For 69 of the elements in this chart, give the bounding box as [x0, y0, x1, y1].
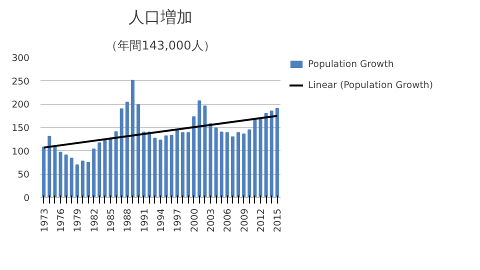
bar [53, 146, 57, 198]
y-tick-label: 100 [12, 146, 30, 158]
x-tick-label: 2000 [189, 208, 200, 232]
bar [203, 106, 207, 198]
legend-label: Linear (Population Growth) [308, 80, 433, 91]
x-tick-label: 2012 [256, 208, 267, 232]
bar [264, 113, 268, 198]
x-tick-label: 1985 [106, 208, 117, 232]
x-tick-label: 1991 [139, 208, 150, 232]
bar [130, 80, 134, 198]
x-tick-label: 1973 [39, 208, 50, 232]
bar [42, 146, 46, 198]
bar [192, 116, 196, 198]
bar [114, 131, 118, 198]
bar [225, 132, 229, 198]
x-tick-label: 2015 [272, 208, 284, 232]
bar [258, 118, 262, 198]
x-tick-label: 1988 [122, 208, 134, 232]
bar [242, 134, 246, 198]
bar [180, 132, 184, 198]
bar [275, 108, 279, 198]
bar [98, 142, 102, 198]
chart-subtitle: （年間143,000人） [106, 38, 216, 52]
x-tick-label: 1982 [89, 208, 100, 232]
chart-title: 人口増加 [128, 8, 192, 26]
legend-label: Population Growth [308, 58, 394, 70]
bar [70, 158, 74, 198]
y-tick-label: 250 [12, 76, 30, 88]
bar [64, 154, 68, 198]
bar [86, 162, 90, 198]
bar [220, 132, 224, 198]
bar [153, 138, 157, 198]
y-tick-label: 300 [12, 53, 30, 64]
bar [108, 138, 112, 198]
bar [236, 132, 240, 198]
bar [175, 130, 179, 198]
bar [214, 127, 218, 198]
bar [75, 164, 79, 198]
bar [120, 108, 124, 198]
bar [198, 100, 202, 198]
bar [148, 132, 152, 198]
x-tick-label: 1997 [172, 208, 184, 232]
x-tick-label: 2003 [206, 208, 217, 232]
bar [270, 110, 274, 198]
bar [142, 132, 146, 198]
bar [48, 136, 52, 198]
y-tick-label: 0 [24, 193, 30, 204]
bar [136, 104, 140, 198]
y-tick-label: 150 [12, 123, 30, 134]
bar [230, 136, 234, 198]
y-tick-label: 50 [18, 170, 30, 181]
bar [92, 148, 96, 198]
y-tick-label: 200 [12, 100, 30, 111]
bar [208, 123, 212, 198]
x-tick-label: 1976 [56, 208, 67, 232]
bar [253, 118, 257, 198]
bar [125, 102, 129, 198]
bar [186, 132, 190, 198]
x-tick-label: 2009 [239, 208, 250, 232]
x-tick-label: 1979 [72, 208, 84, 232]
bar [170, 134, 174, 198]
x-tick-label: 2006 [222, 208, 234, 232]
bar [248, 129, 252, 198]
x-tick-label: 1994 [156, 208, 167, 232]
bar [58, 152, 62, 198]
bar [80, 160, 84, 198]
bar [158, 140, 162, 198]
bar [103, 138, 107, 198]
bar [164, 135, 168, 198]
